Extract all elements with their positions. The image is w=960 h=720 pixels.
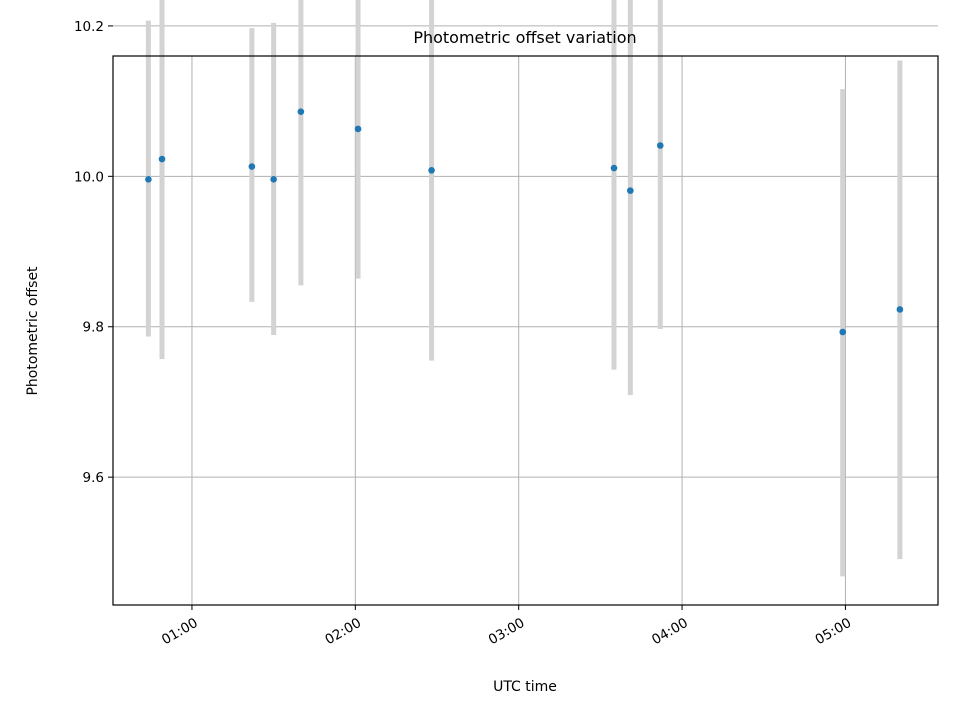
data-point xyxy=(896,306,904,313)
data-point xyxy=(297,108,305,115)
y-tick-label: 10.0 xyxy=(74,169,104,185)
data-point xyxy=(610,164,618,172)
y-tick-label: 9.8 xyxy=(83,320,104,336)
plot-frame xyxy=(112,55,939,606)
data-point xyxy=(839,328,847,336)
y-tick-label: 9.6 xyxy=(83,470,104,486)
data-points xyxy=(145,108,904,336)
y-tick-label: 10.2 xyxy=(74,19,104,35)
data-point xyxy=(248,163,256,170)
data-point xyxy=(428,167,435,174)
data-point xyxy=(158,155,166,163)
chart-title: Photometric offset variation xyxy=(413,28,636,47)
data-point xyxy=(656,142,664,149)
data-point xyxy=(270,176,277,183)
data-point xyxy=(627,187,634,194)
data-point xyxy=(354,125,362,133)
data-point xyxy=(145,176,152,183)
x-axis-label: UTC time xyxy=(493,679,557,695)
y-axis-label: Photometric offset xyxy=(25,266,41,396)
